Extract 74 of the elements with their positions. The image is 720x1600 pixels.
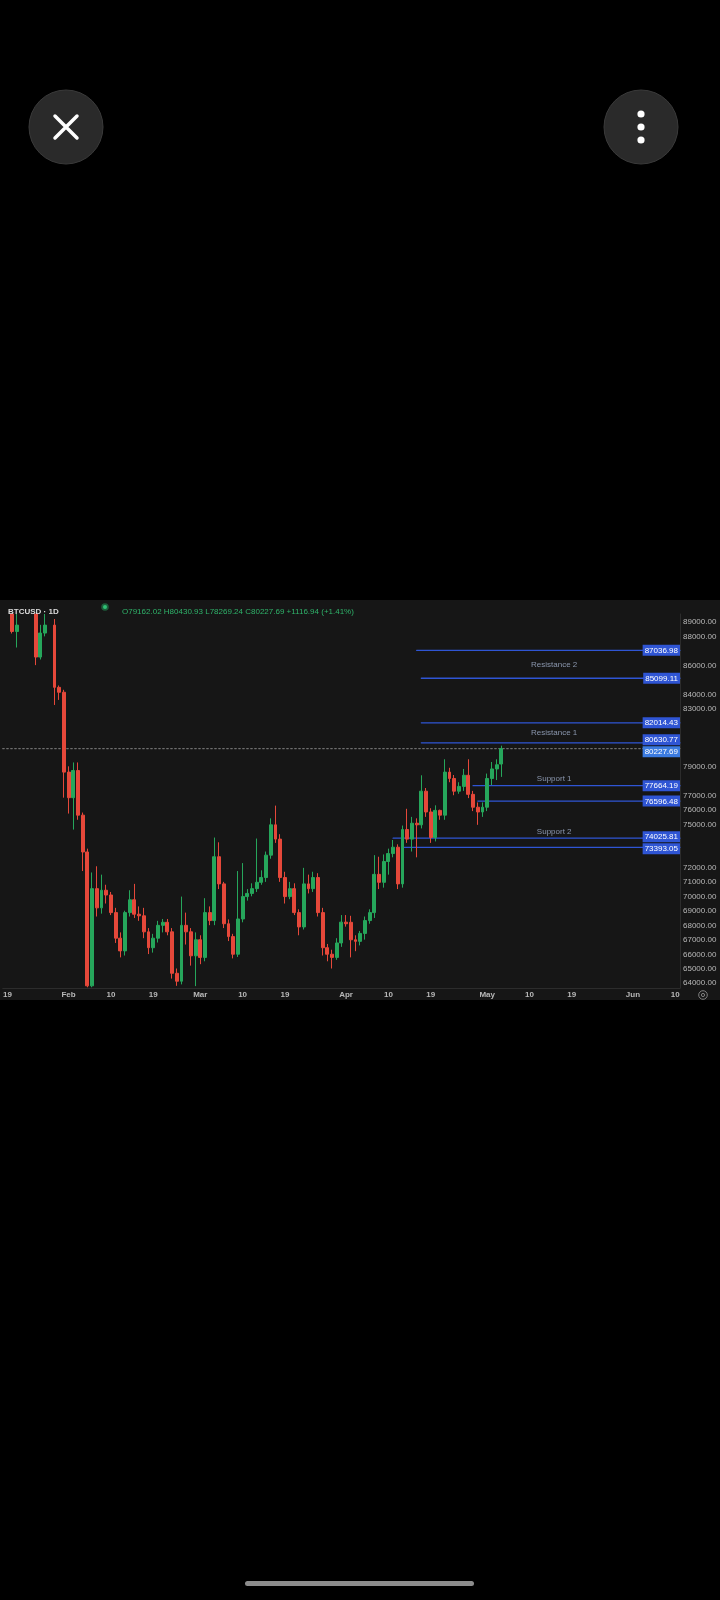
x-tick-label: Apr [339,989,353,999]
x-tick-label: 10 [106,989,116,999]
y-tick-label: 71000.00 [683,877,717,887]
candlestick [396,843,400,890]
x-tick-label: 19 [148,989,159,999]
candlestick [288,881,292,900]
candlestick [401,825,404,889]
candlestick [203,897,207,962]
candlestick [95,865,99,918]
data-label: 87036.98 [644,645,679,655]
annotation: Support 1 [536,774,573,784]
annotation: Resistance 2 [531,659,578,669]
y-tick-label: 89000.00 [683,617,717,627]
candlestick [415,817,419,858]
candlestick [302,867,306,931]
y-tick-label: 86000.00 [683,660,717,670]
x-tick-label: 10 [670,989,681,999]
candlestick [443,758,447,821]
candlestick [194,931,198,987]
y-tick-label: 88000.00 [683,631,717,641]
candlestick [499,745,503,778]
y-tick-label: 79000.00 [683,761,717,771]
candlestick [311,871,315,893]
x-tick-label: 19 [280,989,290,999]
candlestick [198,934,202,965]
data-label: 74025.81 [644,832,679,842]
annotation: Resistance 1 [531,728,578,738]
y-tick-label: 70000.00 [683,891,717,901]
candlestick [71,761,75,831]
annotation: Support 2 [536,826,573,836]
candlestick [90,871,94,988]
y-tick-label: 83000.00 [683,704,717,714]
candlestick [307,874,310,894]
y-tick-label: 77000.00 [683,790,717,800]
y-tick-label: 67000.00 [683,935,717,945]
data-label: 73393.05 [644,844,679,854]
x-tick-label: May [479,989,496,999]
x-tick-label: 19 [426,989,436,999]
y-tick-label: 66000.00 [683,949,717,959]
candlestick [377,856,381,890]
candlestick [410,816,414,853]
y-tick-label: 72000.00 [683,862,717,872]
x-tick-label: 19 [567,989,577,999]
y-tick-label: 75000.00 [683,819,717,829]
data-label: 80630.77 [644,735,679,745]
candlestick [438,809,442,821]
candlestick [433,804,437,842]
ref-line-label: 80227.69 [644,747,679,757]
x-tick-label: Mar [193,989,208,999]
y-tick-label: 65000.00 [683,964,717,974]
candlestick [419,774,423,829]
x-tick-label: Feb [61,989,76,999]
candlestick [100,874,103,915]
data-label: 85099.11 [645,673,679,683]
candlestick [208,905,212,926]
chart-title: BTCUSD · 1D [8,606,59,616]
data-label: 76596.48 [644,796,679,806]
x-tick-label: 10 [238,989,248,999]
chart-subtitle: O79162.02 H80430.93 L78269.24 C80227.69 +1116.94 (+1.41%) [122,606,355,616]
data-label: 77664.19 [644,781,679,791]
candlestick [212,837,216,926]
x-tick-label: 10 [383,989,394,999]
x-tick-label: Jun [625,989,641,999]
x-tick-label: 19 [3,989,13,999]
y-tick-label: 76000.00 [683,805,717,815]
x-tick-label: 10 [525,989,535,999]
candlestick [382,853,386,889]
data-label: 82014.43 [644,718,679,728]
y-tick-label: 69000.00 [683,906,717,916]
candlestick [180,896,183,985]
y-tick-label: 84000.00 [683,689,717,699]
candlestick [405,808,409,844]
y-tick-label: 68000.00 [683,920,717,930]
y-tick-label: 64000.00 [683,978,717,988]
